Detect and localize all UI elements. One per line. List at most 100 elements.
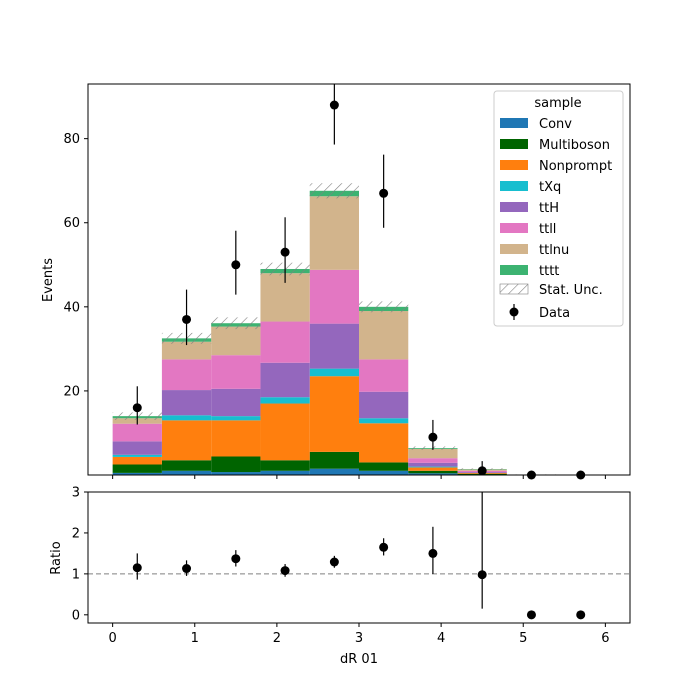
data-point-1 (182, 289, 192, 346)
data-point-7 (477, 461, 487, 476)
legend-swatch-txq (500, 181, 528, 191)
ratio-y-tick-label-3: 3 (72, 486, 80, 501)
bar-multiboson-bin-6 (408, 470, 458, 474)
bar-nonprompt-bin-3 (260, 403, 310, 461)
x-axis-label: dR 01 (340, 652, 378, 667)
legend-label-conv: Conv (539, 117, 572, 132)
legend-marker-data (509, 304, 519, 320)
bar-ttll-bin-3 (260, 321, 310, 363)
legend-label-txq: tXq (539, 180, 561, 195)
legend-items: Conv Multiboson Nonprompt tXq ttH ttll ttlnu tt… (500, 117, 612, 279)
legend-swatch-ttll (500, 223, 528, 233)
legend-swatch-stat-unc (499, 283, 529, 295)
ratio-points (132, 492, 586, 620)
ratio-y-axis-label: Ratio (49, 541, 64, 574)
ratio-point-7 (477, 492, 487, 609)
ratio-point-1 (182, 560, 192, 576)
ratio-y-tick-label-2: 2 (72, 526, 80, 541)
bar-conv-bin-5 (359, 470, 409, 475)
main-axes: 20 40 60 80 (63, 132, 606, 479)
bar-tth-bin-5 (359, 391, 409, 419)
ratio-point-2 (231, 550, 241, 567)
x-tick-label-1: 1 (191, 631, 199, 646)
legend-label-ttlnu: ttlnu (539, 243, 569, 258)
stat-unc-bin-2 (211, 317, 261, 330)
bar-conv-bin-2 (211, 472, 261, 475)
legend-label-nonprompt: Nonprompt (539, 159, 612, 174)
main-y-tick-label-60: 60 (63, 216, 80, 231)
bar-multiboson-bin-1 (161, 460, 212, 471)
bar-tth-bin-2 (211, 388, 261, 417)
main-axes-frame (87, 83, 631, 476)
x-tick-label-3: 3 (355, 631, 363, 646)
data-point-4 (329, 84, 339, 145)
bar-ttll-bin-4 (309, 269, 359, 324)
data-point-3 (280, 217, 290, 283)
bar-ttll-bin-0 (112, 423, 162, 442)
x-tick-label-5: 5 (519, 631, 527, 646)
legend-swatch-multiboson (500, 139, 528, 149)
bar-txq-bin-2 (211, 416, 261, 421)
legend-swatch-ttlnu (500, 244, 528, 254)
data-point-2 (231, 230, 241, 295)
bar-tth-bin-3 (260, 362, 310, 398)
stacked-histogram (112, 190, 557, 475)
legend-swatch-tth (500, 202, 528, 212)
main-y-tick-label-20: 20 (63, 384, 80, 399)
bar-conv-bin-4 (309, 468, 359, 475)
bar-ttll-bin-5 (359, 359, 409, 392)
legend-swatch-conv (500, 118, 528, 128)
legend-label-tth: ttH (539, 201, 559, 216)
main-y-axis-label: Events (41, 258, 56, 302)
bar-conv-bin-6 (408, 473, 458, 475)
bar-nonprompt-bin-0 (112, 456, 162, 465)
bar-multiboson-bin-3 (260, 460, 310, 471)
bar-conv-bin-3 (260, 470, 310, 475)
x-tick-label-0: 0 (108, 631, 116, 646)
legend-label-tttt: tttt (539, 264, 559, 279)
main-panel: 20 40 60 80 Events sample Conv Multiboson Non… (41, 83, 631, 480)
bar-txq-bin-0 (112, 454, 162, 457)
bar-nonprompt-bin-2 (211, 420, 261, 457)
bar-nonprompt-bin-1 (161, 420, 212, 461)
data-points (132, 84, 586, 480)
bar-ttll-bin-2 (211, 355, 261, 389)
bar-multiboson-bin-0 (112, 464, 162, 473)
x-tick-label-4: 4 (437, 631, 445, 646)
ratio-y-tick-label-0: 0 (72, 608, 80, 623)
legend[interactable]: sample Conv Multiboson Nonprompt tXq ttH ttll… (493, 90, 624, 327)
bar-ttll-bin-1 (161, 359, 212, 391)
legend-swatch-nonprompt (500, 160, 528, 170)
bar-ttlnu-bin-5 (359, 311, 409, 360)
ratio-y-tick-label-1: 1 (72, 567, 80, 582)
legend-label-multiboson: Multiboson (539, 138, 610, 153)
bar-multiboson-bin-4 (309, 451, 359, 469)
legend-title: sample (534, 96, 581, 111)
ratio-axes-frame (87, 491, 631, 624)
bar-conv-bin-1 (161, 470, 212, 475)
legend-label-ttll: ttll (539, 222, 556, 237)
bar-tth-bin-1 (161, 390, 212, 416)
bar-ttlnu-bin-2 (211, 326, 261, 356)
ratio-panel: 0 1 2 3 0 1 2 3 4 5 6 Ratio dR 01 (49, 486, 631, 667)
legend-label-data: Data (539, 306, 570, 321)
stat-unc-bin-4 (309, 183, 359, 199)
bar-conv-bin-0 (112, 472, 162, 475)
bar-txq-bin-6 (408, 466, 458, 468)
ratio-point-8 (526, 610, 536, 620)
main-y-tick-label-40: 40 (63, 300, 80, 315)
bar-tth-bin-0 (112, 441, 162, 455)
bar-txq-bin-1 (161, 415, 212, 421)
data-point-5 (379, 154, 389, 228)
stat-unc-bin-5 (359, 301, 409, 313)
ratio-point-9 (576, 610, 586, 620)
ratio-point-5 (379, 538, 389, 556)
bar-ttlnu-bin-1 (161, 341, 212, 360)
bar-tth-bin-6 (408, 462, 458, 467)
ratio-point-4 (329, 555, 339, 568)
ratio-point-6 (428, 526, 438, 574)
main-y-tick-label-80: 80 (63, 132, 80, 147)
data-point-0 (132, 386, 142, 425)
bar-ttll-bin-6 (408, 458, 458, 463)
